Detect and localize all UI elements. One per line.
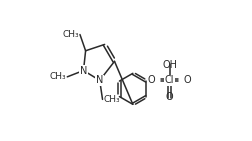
Text: Cl: Cl [164,75,174,85]
Text: CH₃: CH₃ [103,95,119,104]
Text: CH₃: CH₃ [50,72,66,81]
Text: O: O [147,75,155,85]
Text: OH: OH [161,60,176,70]
Text: O: O [183,75,191,85]
Text: N: N [96,75,103,85]
Text: N: N [79,66,87,75]
Text: O: O [165,92,173,102]
Text: CH₃: CH₃ [62,30,79,39]
